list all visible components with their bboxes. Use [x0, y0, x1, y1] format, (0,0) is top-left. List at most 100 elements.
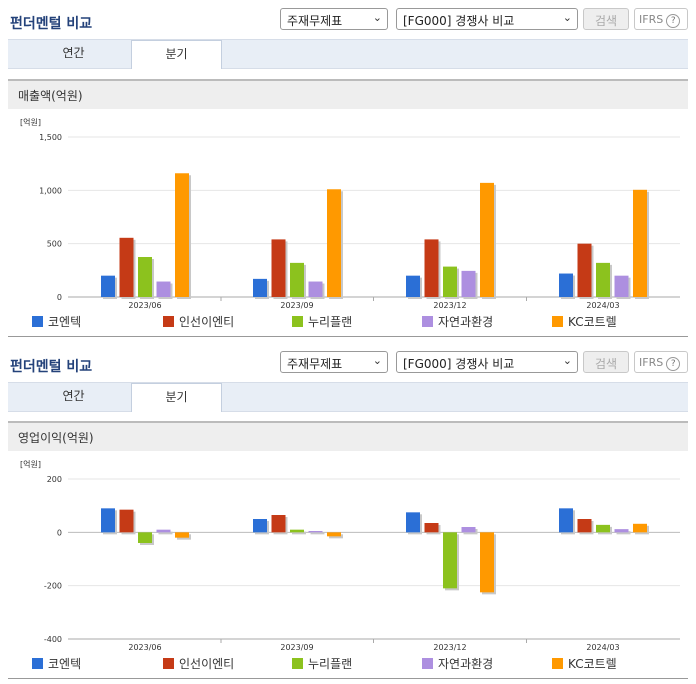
legend-label: 자연과환경 — [438, 315, 494, 329]
x-tick-label: 2024/03 — [586, 301, 619, 310]
statement-type-select[interactable]: 주재무제표 ⌄ — [280, 351, 388, 373]
x-tick-label: 2023/12 — [433, 643, 466, 652]
chart-legend: 코엔텍 인선이엔티 누리플랜 자연과환경 KC코트렐 — [0, 655, 696, 671]
chart-subtitle: 매출액(억원) — [8, 79, 688, 109]
bar — [424, 523, 439, 533]
legend-swatch — [32, 658, 43, 669]
bar — [577, 243, 592, 297]
tab-quarterly[interactable]: 분기 — [131, 383, 222, 412]
bar — [138, 257, 152, 297]
bar — [559, 508, 573, 533]
bar — [461, 527, 476, 533]
bar — [175, 173, 189, 297]
bar-shadow — [616, 531, 631, 535]
y-tick-label: -200 — [44, 582, 62, 591]
period-tabs: 연간 분기 — [8, 382, 688, 412]
bar — [119, 237, 134, 297]
operating-income-chart: [억원] -400 -200 0 200 2023/06 2023/09 2023/12 202… — [20, 459, 680, 652]
unit-label: [억원] — [20, 459, 41, 469]
bar-shadow — [310, 533, 325, 535]
bar — [559, 273, 573, 297]
legend-item[interactable]: 인선이엔티 — [163, 313, 234, 330]
legend-label: 코엔텍 — [48, 657, 82, 671]
legend-swatch — [292, 316, 303, 327]
y-tick-label: -400 — [44, 635, 62, 644]
help-icon: ? — [666, 14, 681, 28]
fundamental-panel-operating-income: 펀더멘털 비교 주재무제표 ⌄ [FG000] 경쟁사 비교 ⌄ 검색 IFRS… — [0, 342, 696, 684]
peer-group-value: [FG000] 경쟁사 비교 — [403, 357, 515, 371]
legend-item[interactable]: 코엔텍 — [32, 313, 81, 330]
bar-shadow — [292, 531, 306, 535]
bar — [406, 512, 420, 533]
bar — [596, 524, 610, 533]
bar — [138, 532, 152, 543]
x-tick-label: 2024/03 — [586, 643, 619, 652]
help-icon: ? — [666, 357, 681, 371]
bar — [253, 278, 267, 297]
legend-item[interactable]: KC코트렐 — [552, 313, 617, 330]
x-tick-label: 2023/06 — [128, 301, 161, 310]
fundamental-panel-revenue: 펀더멘털 비교 주재무제표 ⌄ [FG000] 경쟁사 비교 ⌄ 검색 IFRS… — [0, 0, 696, 340]
legend-item[interactable]: 인선이엔티 — [163, 655, 234, 672]
legend-label: 인선이엔티 — [179, 657, 235, 671]
bar — [271, 515, 286, 533]
bar — [290, 262, 304, 297]
bar — [119, 509, 134, 533]
chart-subtitle: 영업이익(억원) — [8, 421, 688, 451]
bar — [406, 275, 420, 297]
legend-swatch — [552, 316, 563, 327]
bar — [443, 532, 457, 589]
tab-quarterly[interactable]: 분기 — [131, 40, 222, 69]
bar — [577, 519, 592, 533]
y-tick-label: 0 — [57, 293, 62, 302]
chevron-down-icon: ⌄ — [562, 354, 572, 367]
search-button[interactable]: 검색 — [583, 351, 629, 373]
legend-label: KC코트렐 — [568, 657, 617, 671]
ifrs-info-button[interactable]: IFRS? — [634, 8, 688, 30]
legend-item[interactable]: 자연과환경 — [422, 655, 493, 672]
legend-item[interactable]: 누리플랜 — [292, 313, 352, 330]
x-tick-label: 2023/12 — [433, 301, 466, 310]
bar — [614, 529, 629, 533]
legend-swatch — [32, 316, 43, 327]
statement-type-value: 주재무제표 — [287, 357, 343, 371]
bar — [327, 189, 341, 297]
legend-label: 누리플랜 — [308, 315, 353, 329]
bar — [101, 275, 115, 297]
bar — [290, 529, 304, 533]
legend-item[interactable]: 코엔텍 — [32, 655, 81, 672]
period-tabs: 연간 분기 — [8, 39, 688, 69]
legend-item[interactable]: KC코트렐 — [552, 655, 617, 672]
x-tick-label: 2023/09 — [280, 301, 313, 310]
legend-label: 인선이엔티 — [179, 315, 235, 329]
y-tick-label: 1,500 — [39, 133, 62, 142]
panel-title: 펀더멘털 비교 — [10, 16, 93, 32]
statement-type-select[interactable]: 주재무제표 ⌄ — [280, 8, 388, 30]
bar — [327, 532, 341, 537]
peer-group-select[interactable]: [FG000] 경쟁사 비교 ⌄ — [396, 351, 578, 373]
ifrs-label: IFRS — [639, 13, 664, 26]
legend-item[interactable]: 자연과환경 — [422, 313, 493, 330]
bar — [596, 262, 610, 297]
legend-label: 자연과환경 — [438, 657, 494, 671]
legend-item[interactable]: 누리플랜 — [292, 655, 352, 672]
search-button[interactable]: 검색 — [583, 8, 629, 30]
revenue-chart: [억원] 0 500 1,000 1,500 2023/06 2023/09 2023/12 2… — [20, 117, 680, 310]
ifrs-info-button[interactable]: IFRS? — [634, 351, 688, 373]
bar — [156, 529, 171, 533]
legend-swatch — [422, 316, 433, 327]
bar — [175, 532, 189, 538]
divider — [8, 678, 688, 679]
tab-annual[interactable]: 연간 — [62, 389, 85, 403]
bar — [443, 266, 457, 297]
tab-annual[interactable]: 연간 — [62, 46, 85, 60]
y-tick-label: 0 — [57, 528, 62, 537]
bar — [308, 531, 323, 533]
chart-legend: 코엔텍 인선이엔티 누리플랜 자연과환경 KC코트렐 — [0, 313, 696, 329]
bar — [101, 508, 115, 533]
legend-swatch — [163, 316, 174, 327]
bar — [308, 281, 323, 297]
peer-group-select[interactable]: [FG000] 경쟁사 비교 ⌄ — [396, 8, 578, 30]
bar — [271, 239, 286, 297]
unit-label: [억원] — [20, 117, 41, 127]
